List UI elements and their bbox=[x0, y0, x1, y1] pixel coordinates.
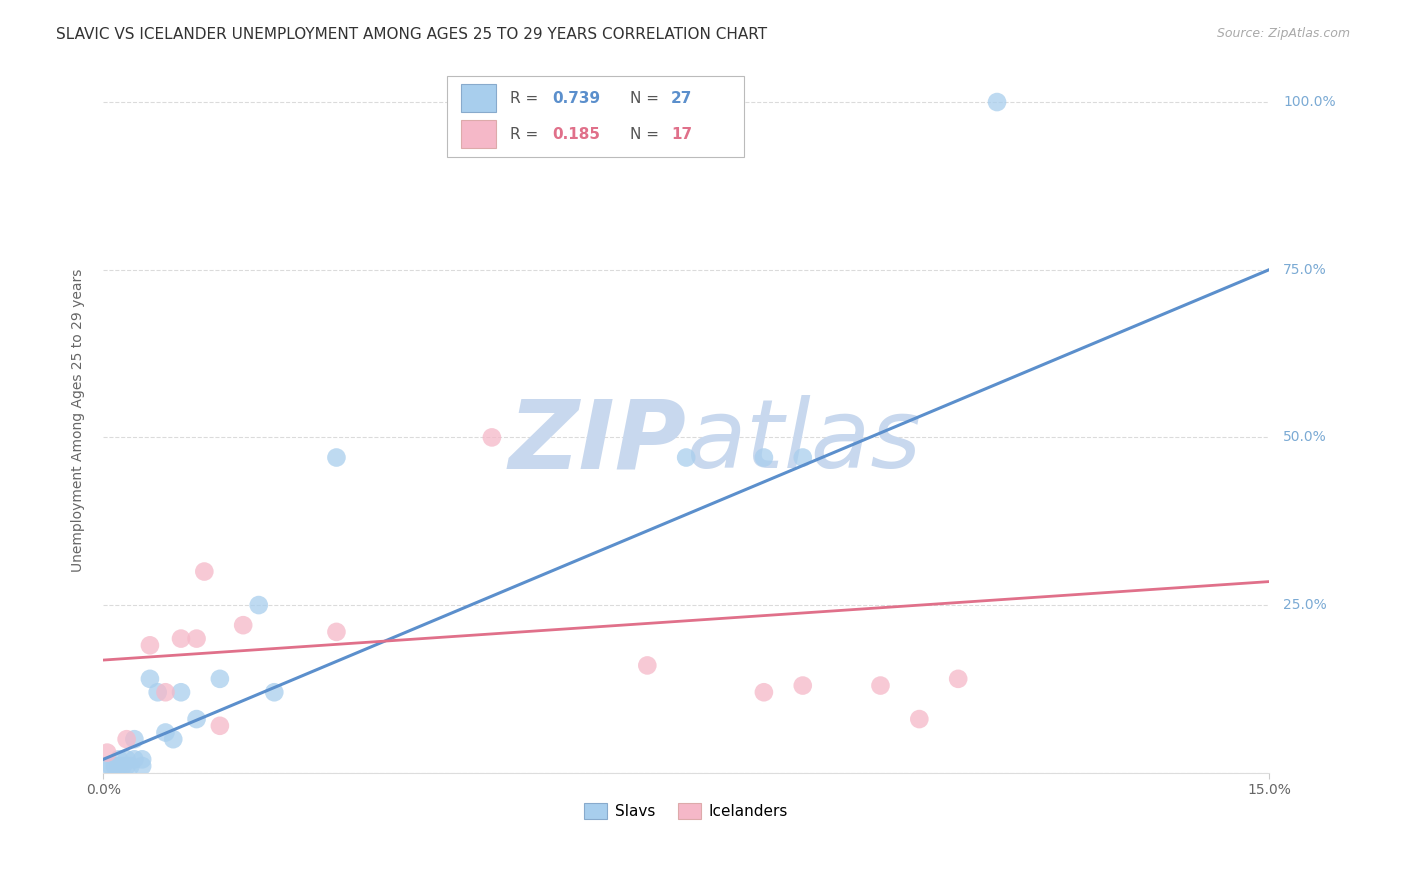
Text: atlas: atlas bbox=[686, 395, 921, 488]
Point bbox=[115, 759, 138, 773]
Text: 0.739: 0.739 bbox=[553, 91, 600, 105]
Point bbox=[111, 759, 134, 773]
Point bbox=[155, 685, 177, 699]
FancyBboxPatch shape bbox=[461, 120, 496, 148]
Point bbox=[186, 712, 208, 726]
Point bbox=[131, 759, 153, 773]
Point bbox=[946, 672, 969, 686]
Point bbox=[752, 685, 775, 699]
Point bbox=[986, 95, 1008, 109]
Point bbox=[155, 725, 177, 739]
Point bbox=[193, 565, 215, 579]
Text: ZIP: ZIP bbox=[509, 395, 686, 488]
Point bbox=[908, 712, 931, 726]
Point bbox=[869, 679, 891, 693]
Point bbox=[100, 759, 122, 773]
Point bbox=[263, 685, 285, 699]
Point bbox=[131, 752, 153, 766]
Legend: Slavs, Icelanders: Slavs, Icelanders bbox=[578, 797, 794, 825]
Point bbox=[170, 632, 193, 646]
Point bbox=[139, 672, 162, 686]
Point bbox=[247, 598, 270, 612]
Point bbox=[115, 732, 138, 747]
Point bbox=[96, 759, 118, 773]
Point bbox=[792, 679, 814, 693]
Text: 75.0%: 75.0% bbox=[1284, 263, 1327, 277]
Text: 27: 27 bbox=[671, 91, 692, 105]
Text: R =: R = bbox=[510, 91, 543, 105]
Text: N =: N = bbox=[630, 91, 664, 105]
Point bbox=[675, 450, 697, 465]
Text: 50.0%: 50.0% bbox=[1284, 431, 1327, 444]
Point bbox=[108, 759, 131, 773]
Text: Source: ZipAtlas.com: Source: ZipAtlas.com bbox=[1216, 27, 1350, 40]
Point bbox=[208, 672, 231, 686]
FancyBboxPatch shape bbox=[447, 76, 744, 157]
Text: 100.0%: 100.0% bbox=[1284, 95, 1336, 109]
Point bbox=[104, 759, 127, 773]
Point bbox=[752, 450, 775, 465]
Point bbox=[115, 752, 138, 766]
FancyBboxPatch shape bbox=[461, 84, 496, 112]
Text: R =: R = bbox=[510, 127, 543, 142]
Point bbox=[162, 732, 184, 747]
Text: 17: 17 bbox=[671, 127, 692, 142]
Text: N =: N = bbox=[630, 127, 664, 142]
Point bbox=[232, 618, 254, 632]
Point bbox=[208, 719, 231, 733]
Point bbox=[325, 450, 347, 465]
Point bbox=[96, 746, 118, 760]
Text: 25.0%: 25.0% bbox=[1284, 598, 1327, 612]
Y-axis label: Unemployment Among Ages 25 to 29 years: Unemployment Among Ages 25 to 29 years bbox=[72, 269, 86, 573]
Point bbox=[636, 658, 658, 673]
Point bbox=[792, 450, 814, 465]
Point bbox=[186, 632, 208, 646]
Point bbox=[146, 685, 169, 699]
Point bbox=[124, 752, 146, 766]
Point bbox=[170, 685, 193, 699]
Point bbox=[481, 430, 503, 444]
Point bbox=[325, 624, 347, 639]
Text: 0.185: 0.185 bbox=[553, 127, 600, 142]
Text: SLAVIC VS ICELANDER UNEMPLOYMENT AMONG AGES 25 TO 29 YEARS CORRELATION CHART: SLAVIC VS ICELANDER UNEMPLOYMENT AMONG A… bbox=[56, 27, 768, 42]
Point bbox=[108, 752, 131, 766]
Point bbox=[124, 732, 146, 747]
Point bbox=[120, 759, 142, 773]
Point bbox=[139, 638, 162, 652]
